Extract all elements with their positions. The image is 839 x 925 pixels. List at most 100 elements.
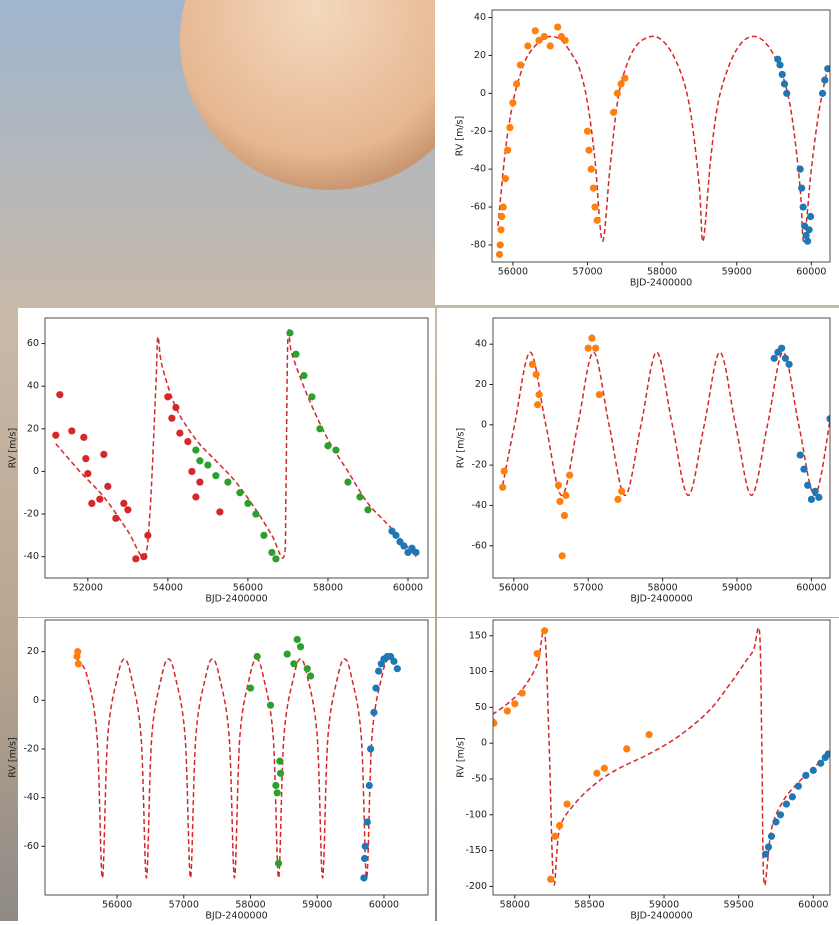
chart-panel: 56000 57000 58000 59000 60000 -60 -40 -20 0 20 BJD… bbox=[8, 618, 435, 922]
rv-point bbox=[253, 652, 261, 661]
rv-point bbox=[778, 344, 786, 352]
y-tick-label: -60 bbox=[470, 202, 486, 213]
rv-point bbox=[224, 478, 232, 486]
plot-area bbox=[73, 635, 401, 882]
rv-point bbox=[824, 65, 830, 73]
x-tick-label: 60000 bbox=[798, 900, 828, 911]
x-tick-label: 58000 bbox=[235, 900, 265, 911]
rv-point bbox=[361, 854, 369, 863]
rv-point bbox=[286, 329, 294, 337]
planet-image bbox=[180, 0, 480, 190]
rv-point bbox=[504, 146, 512, 154]
rv-point bbox=[52, 431, 60, 439]
rv-point bbox=[496, 241, 504, 249]
x-tick-label: 59000 bbox=[649, 900, 679, 911]
rv-point bbox=[192, 446, 200, 454]
rv-point bbox=[88, 499, 96, 508]
rv-point bbox=[546, 42, 554, 50]
rv-point bbox=[540, 32, 548, 41]
plot-area bbox=[499, 334, 830, 560]
rv-point bbox=[361, 842, 369, 850]
rv-point bbox=[532, 370, 540, 379]
rv-point bbox=[818, 89, 827, 97]
rv-point bbox=[96, 495, 104, 503]
y-tick-label: -20 bbox=[23, 509, 39, 520]
plot-area bbox=[52, 327, 420, 563]
x-tick-label: 56000 bbox=[102, 900, 132, 911]
y-tick-label: -200 bbox=[465, 881, 487, 892]
rv-point bbox=[783, 89, 791, 97]
rv-point bbox=[412, 548, 420, 557]
rv-point bbox=[204, 461, 212, 469]
rv-point bbox=[623, 745, 631, 753]
chart-panel: 52000 54000 56000 58000 60000 -40 -20 0 20 40 60 BJ… bbox=[8, 308, 435, 617]
rv-point bbox=[533, 650, 541, 658]
rv-point bbox=[375, 667, 383, 675]
x-tick-label: 60000 bbox=[796, 267, 826, 278]
rv-point bbox=[782, 800, 791, 808]
rv-point bbox=[112, 514, 120, 522]
rv-point bbox=[534, 401, 542, 409]
rv-point bbox=[645, 730, 653, 739]
rv-point bbox=[372, 684, 380, 692]
rv-point bbox=[236, 489, 244, 497]
rv-point bbox=[794, 782, 802, 790]
y-tick-label: -100 bbox=[465, 809, 487, 820]
axes-frame bbox=[44, 619, 429, 896]
x-tick-label: 59000 bbox=[722, 267, 752, 278]
rv-point bbox=[562, 491, 570, 499]
rv-point bbox=[306, 672, 315, 680]
rv-point bbox=[188, 467, 196, 476]
rv-point bbox=[796, 165, 804, 173]
rv-point bbox=[588, 334, 596, 342]
y-tick-label: 0 bbox=[33, 466, 39, 477]
rv-point bbox=[802, 231, 810, 240]
rv-point bbox=[124, 506, 132, 514]
rv-point bbox=[493, 719, 498, 727]
rv-point bbox=[824, 750, 830, 758]
model-curve bbox=[76, 657, 398, 879]
rv-point bbox=[528, 360, 537, 368]
rv-point bbox=[774, 55, 782, 63]
rv-point bbox=[556, 497, 564, 506]
x-axis-label: BJD-2400000 bbox=[205, 911, 267, 922]
chart-panel: 56000 57000 58000 59000 60000 -60 -40 -20 0 20 40 B… bbox=[437, 308, 839, 617]
x-tick-label: 56000 bbox=[498, 267, 528, 278]
rv-point bbox=[821, 76, 829, 84]
rv-point bbox=[293, 635, 301, 644]
rv-point bbox=[535, 36, 543, 44]
y-tick-label: -20 bbox=[471, 460, 487, 471]
axes-frame bbox=[492, 619, 831, 896]
rv-point bbox=[172, 403, 180, 412]
chart-panel: 56000 57000 58000 59000 60000 -80 -60 -40 -20 0 20… bbox=[435, 0, 839, 305]
rv-point bbox=[587, 165, 595, 173]
rv-point bbox=[100, 450, 108, 458]
rv-point bbox=[266, 701, 275, 709]
rv-point bbox=[815, 493, 823, 501]
rv-point bbox=[104, 482, 112, 490]
rv-point bbox=[260, 531, 268, 539]
rv-point bbox=[290, 660, 298, 668]
rv-point bbox=[805, 226, 813, 234]
panel-background bbox=[18, 308, 435, 617]
rv-point bbox=[272, 781, 280, 790]
x-tick-label: 59000 bbox=[722, 583, 752, 594]
rv-point bbox=[495, 250, 504, 259]
y-axis-label: RV [m/s] bbox=[8, 737, 19, 777]
rv-point bbox=[799, 203, 807, 211]
x-tick-label: 59500 bbox=[724, 900, 754, 911]
rv-point bbox=[356, 493, 364, 501]
rv-point bbox=[518, 689, 526, 697]
rv-point bbox=[74, 648, 82, 656]
rv-point bbox=[554, 23, 562, 31]
chart-panel: 58000 58500 59000 59500 60000 -200 -150 -100 -50… bbox=[437, 618, 839, 922]
rv-point bbox=[365, 781, 373, 790]
x-tick-label: 57000 bbox=[573, 583, 603, 594]
model-curve bbox=[501, 351, 830, 497]
rv-point bbox=[506, 123, 514, 132]
x-tick-label: 58000 bbox=[500, 900, 530, 911]
x-tick-label: 56000 bbox=[233, 583, 263, 594]
rv-point bbox=[817, 759, 825, 767]
